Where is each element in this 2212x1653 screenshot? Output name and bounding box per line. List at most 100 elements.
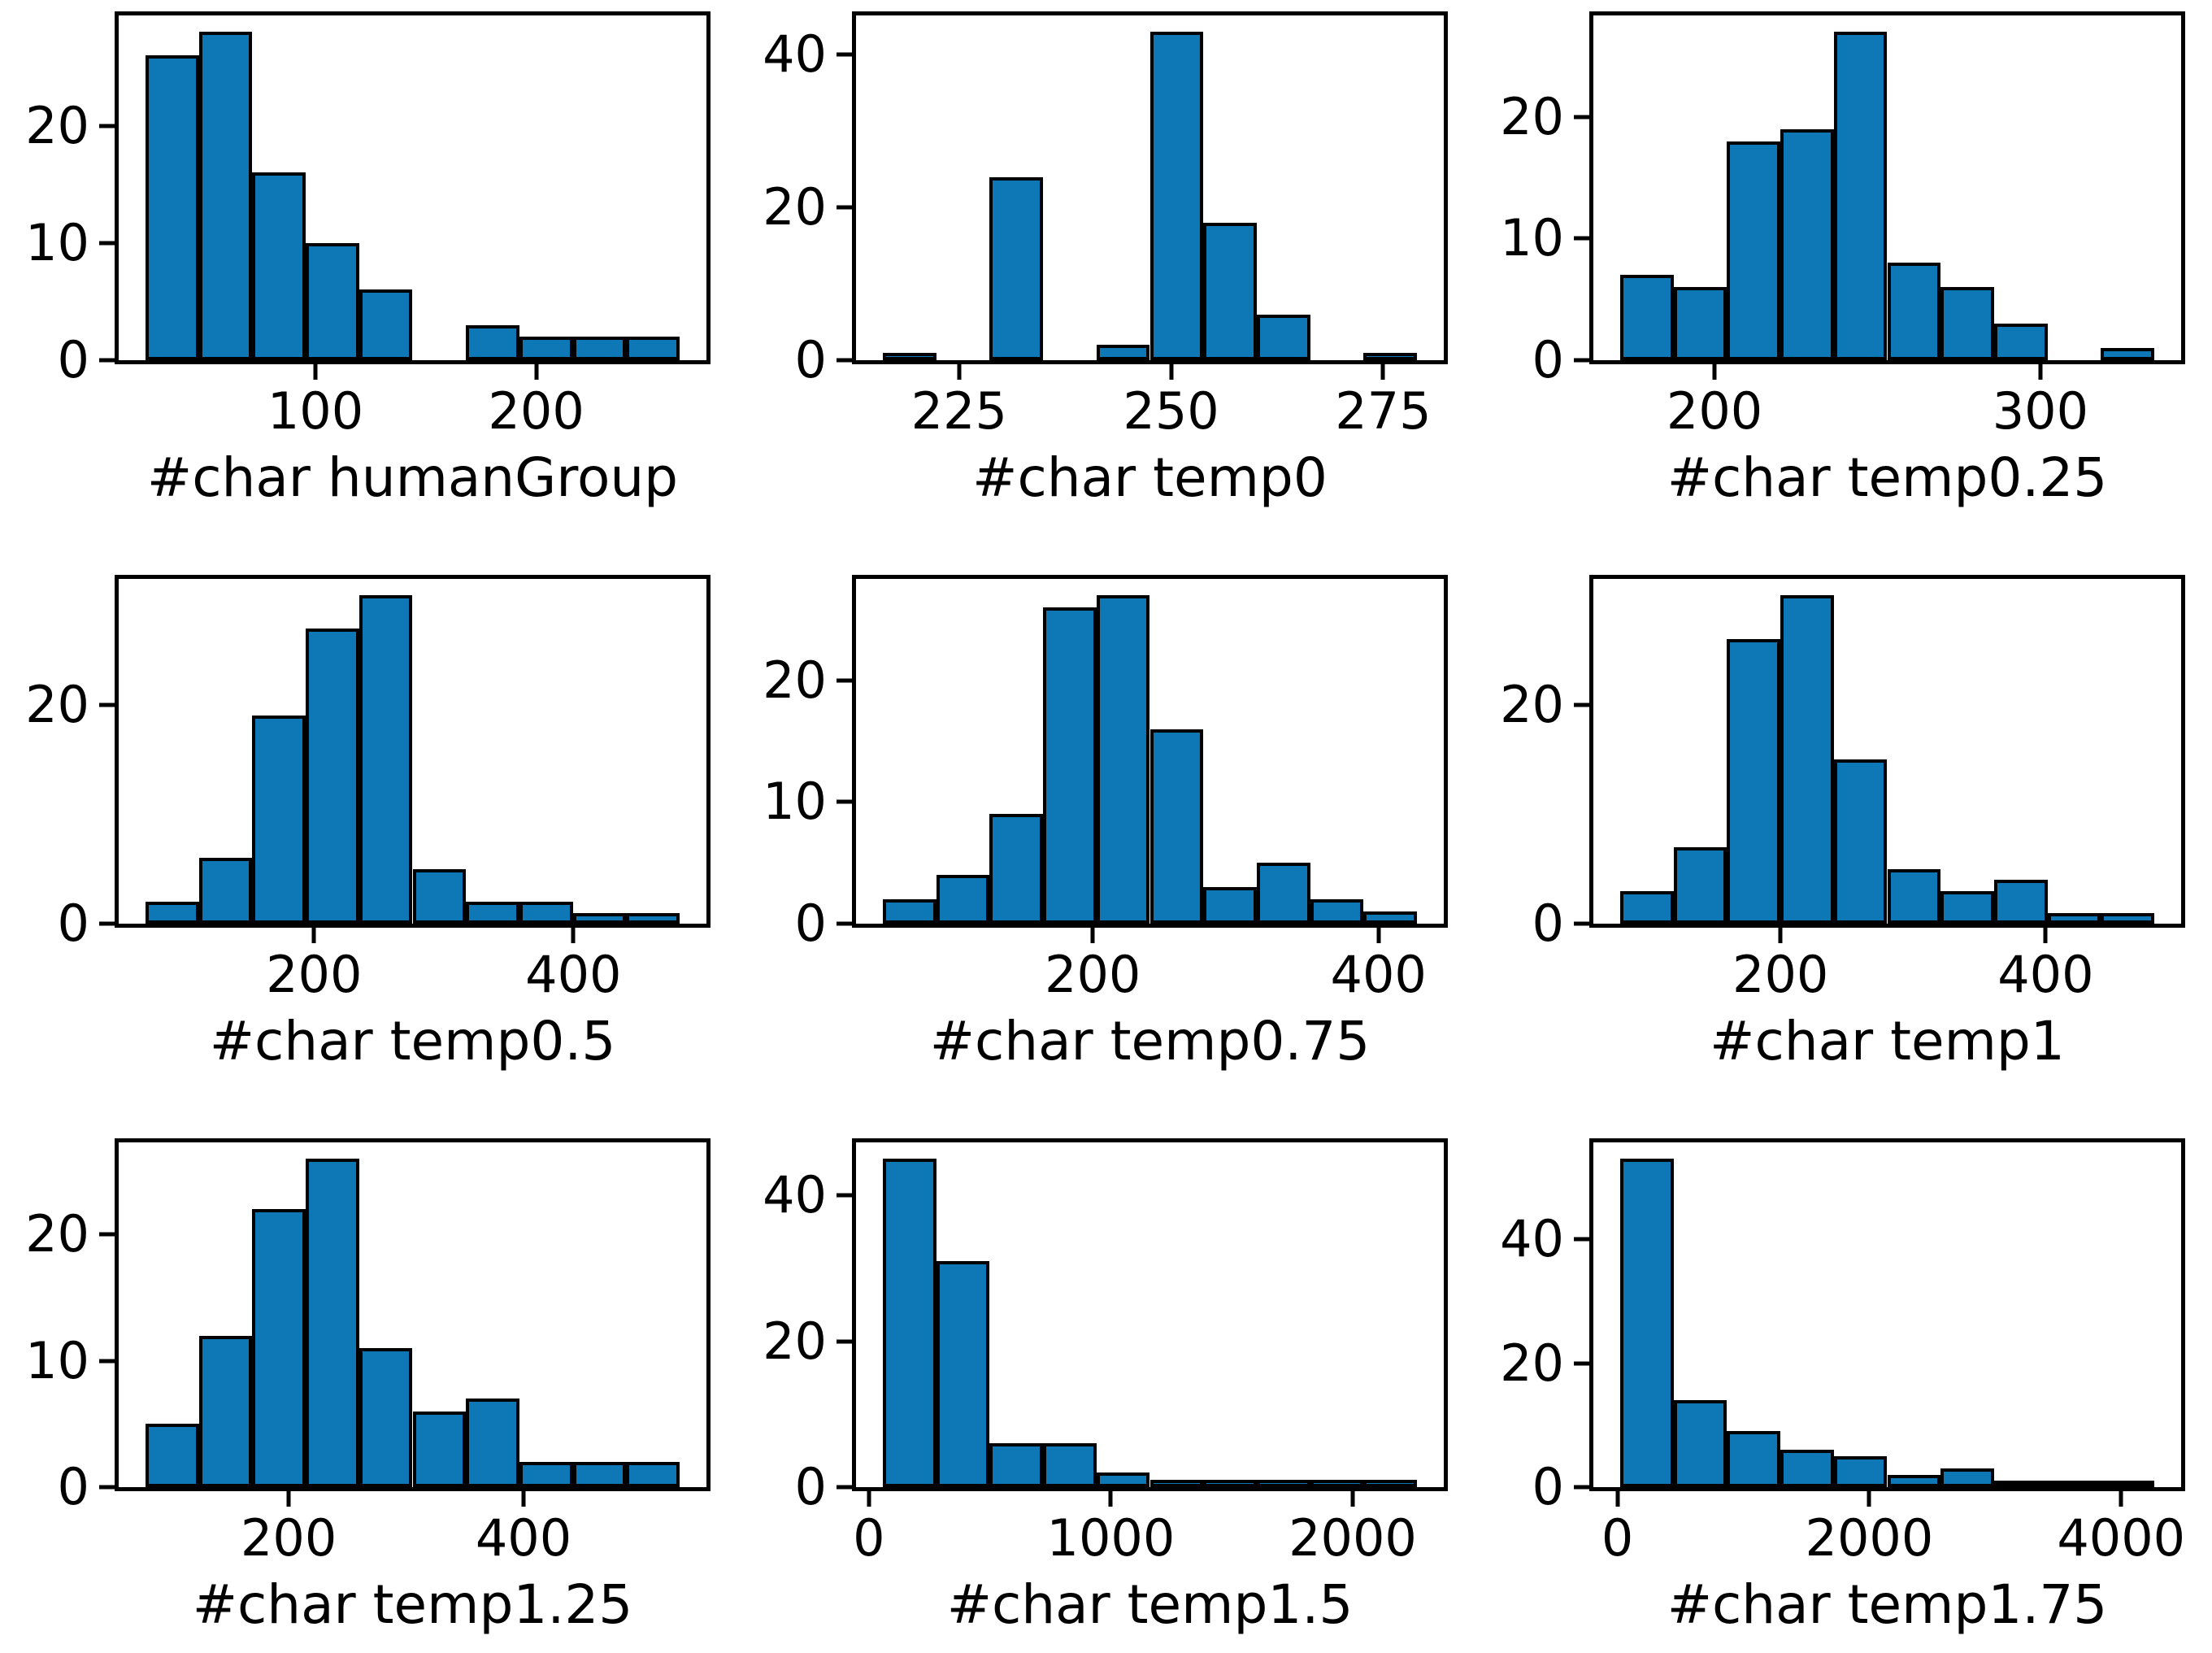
x-tick-mark	[1380, 364, 1385, 380]
histogram-bar	[466, 324, 519, 360]
histogram-bar	[1993, 880, 2048, 924]
y-tick-mark	[99, 124, 115, 128]
subplot-char-temp1.5: #char temp1.5 0 1000 2000 0 20 40	[737, 1101, 1475, 1651]
x-tick-label: 100	[267, 381, 364, 441]
x-tick-label: 2000	[1289, 1508, 1417, 1568]
histogram-bar	[1203, 222, 1257, 360]
histogram-bar	[1673, 287, 1727, 360]
histogram-bar	[519, 337, 573, 360]
x-tick-mark	[571, 928, 576, 943]
y-tick-label: 10	[25, 1330, 89, 1390]
y-tick-mark	[99, 703, 115, 707]
y-tick-mark	[1574, 115, 1589, 120]
histogram-bar	[1256, 1480, 1310, 1487]
y-tick-mark	[837, 52, 852, 57]
histogram-bar	[1043, 607, 1097, 924]
histogram-bar	[412, 1411, 467, 1487]
y-tick-mark	[1574, 703, 1589, 707]
y-tick-label: 10	[25, 212, 89, 272]
subplot-char-temp1.25: #char temp1.25 200 400 0 10 20	[0, 1101, 737, 1651]
x-tick-label: 200	[240, 1508, 337, 1568]
histogram-bar	[1256, 863, 1310, 924]
x-tick-mark	[2043, 928, 2048, 943]
x-tick-label: 275	[1335, 381, 1432, 441]
y-tick-mark	[99, 1485, 115, 1490]
histogram-bar	[306, 242, 359, 360]
x-tick-label: 0	[853, 1508, 885, 1568]
x-tick-mark	[1778, 928, 1783, 943]
histogram-bar	[572, 1461, 627, 1487]
y-tick-label: 40	[763, 24, 827, 85]
x-tick-label: 2000	[1805, 1508, 1934, 1568]
y-tick-mark	[837, 1339, 852, 1344]
plot-frame: #char temp0 225 250 275 0 20 40	[763, 11, 1448, 505]
y-tick-label: 0	[1532, 1457, 1564, 1516]
y-tick-label: 20	[25, 95, 89, 155]
x-tick-label: 400	[525, 945, 622, 1004]
histogram-bar	[1149, 1480, 1204, 1487]
histogram-bar	[1363, 1480, 1418, 1487]
x-tick-label: 400	[1997, 945, 2094, 1004]
x-tick-mark	[1350, 1491, 1355, 1507]
x-tick-mark	[1108, 1491, 1113, 1507]
x-tick-mark	[2119, 1491, 2123, 1507]
histogram-bar	[519, 902, 573, 924]
x-tick-label: 200	[1732, 945, 1829, 1004]
histogram-bar	[145, 55, 199, 360]
x-axis-label: #char temp1.5	[946, 1573, 1354, 1636]
plot-frame: #char temp1.75 0 2000 4000 0 20 40	[1500, 1138, 2185, 1632]
y-tick-mark	[837, 678, 852, 683]
y-tick-mark	[837, 799, 852, 804]
histogram-bar	[359, 595, 413, 924]
histogram-bar	[1096, 1472, 1150, 1487]
y-tick-label: 0	[57, 330, 89, 389]
plot-frame: #char temp0.5 200 400 0 20	[25, 575, 711, 1068]
x-tick-mark	[867, 1491, 871, 1507]
plot-frame: #char temp1 200 400 0 20	[1500, 575, 2185, 1068]
histogram-bar	[936, 875, 990, 924]
y-tick-mark	[837, 1485, 852, 1490]
subplot-char-temp0: #char temp0 225 250 275 0 20 40	[737, 0, 1475, 550]
x-axis-label: #char temp0.5	[209, 1010, 616, 1072]
x-tick-label: 400	[475, 1508, 572, 1568]
histogram-bar	[306, 1159, 359, 1487]
histogram-bar	[252, 1209, 306, 1487]
histogram-bar	[412, 868, 467, 924]
y-tick-mark	[1574, 236, 1589, 241]
histogram-bar	[2101, 912, 2155, 924]
y-tick-label: 0	[794, 894, 827, 953]
histogram-bar	[359, 289, 413, 360]
histogram-bar	[198, 858, 253, 924]
y-tick-mark	[99, 921, 115, 926]
histogram-bar	[1096, 595, 1150, 924]
y-tick-label: 20	[1500, 674, 1564, 734]
plot-frame: #char temp1.25 200 400 0 10 20	[25, 1138, 711, 1632]
histogram-bar	[1256, 314, 1310, 360]
histogram-bar	[1619, 275, 1674, 360]
x-axis-label: #char temp0.75	[929, 1010, 1371, 1072]
x-tick-label: 0	[1601, 1508, 1634, 1568]
histogram-bar	[1203, 1480, 1257, 1487]
x-tick-mark	[534, 364, 539, 380]
histogram-bar	[1887, 1474, 1941, 1487]
histogram-bar	[359, 1348, 413, 1487]
y-tick-label: 20	[763, 177, 827, 237]
y-tick-mark	[837, 1193, 852, 1198]
plot-frame: #char temp1.5 0 1000 2000 0 20 40	[763, 1138, 1448, 1632]
y-tick-label: 20	[763, 650, 827, 710]
histogram-bar	[466, 1399, 519, 1487]
y-tick-label: 0	[794, 1457, 827, 1516]
histogram-bar	[989, 814, 1044, 924]
histogram-bar	[306, 628, 359, 924]
x-tick-mark	[286, 1491, 291, 1507]
histogram-bar	[882, 352, 937, 360]
histogram-bar	[1780, 128, 1834, 360]
plot-frame: #char temp0.75 200 400 0 10 20	[763, 575, 1448, 1068]
x-tick-label: 200	[488, 381, 585, 441]
histogram-bar	[198, 32, 253, 360]
x-axis-label: #char temp0.25	[1667, 446, 2108, 509]
x-tick-mark	[2038, 364, 2043, 380]
y-tick-label: 20	[1500, 86, 1564, 146]
x-tick-mark	[1090, 928, 1095, 943]
x-tick-mark	[1376, 928, 1381, 943]
